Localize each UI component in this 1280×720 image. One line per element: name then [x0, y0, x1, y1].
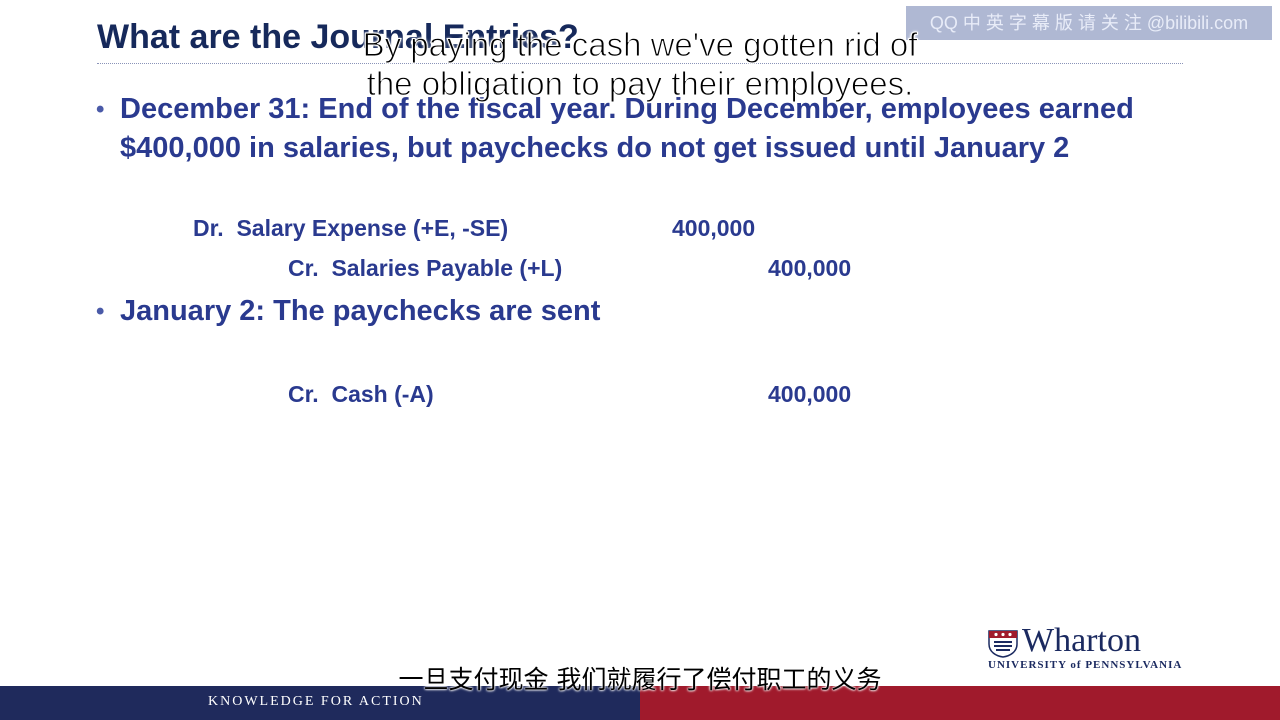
entry1-debit-amount: 400,000: [672, 215, 756, 241]
footer-red-band: [640, 686, 1280, 720]
title-divider: [97, 63, 1183, 64]
watermark: QQ 中 英 字 幕 版 请 关 注 @bilibili.com: [906, 6, 1272, 40]
wharton-logo: Wharton UNIVERSITY of PENNSYLVANIA: [988, 622, 1193, 674]
entry1-debit-label: Dr. Salary Expense (+E, -SE): [193, 215, 509, 241]
slide-title: What are the Journal Entries?: [97, 18, 579, 56]
entry1-credit-label: Cr. Salaries Payable (+L): [288, 255, 563, 281]
bullet-marker: •: [96, 298, 105, 325]
subtitle-chinese: 一旦支付现金 我们就履行了偿付职工的义务: [398, 665, 882, 694]
bullet-january: • January 2: The paychecks are sent: [96, 292, 601, 331]
bullet-text: December 31: End of the fiscal year. Dur…: [120, 93, 1134, 164]
university-name: UNIVERSITY of PENNSYLVANIA: [988, 659, 1183, 671]
bullet-text: January 2: The paychecks are sent: [120, 295, 601, 327]
entry2-credit-label: Cr. Cash (-A): [288, 381, 434, 407]
bullet-december: • December 31: End of the fiscal year. D…: [96, 90, 1170, 168]
footer-navy-band: [0, 686, 640, 720]
entry2-credit-amount: 400,000: [768, 381, 852, 407]
entry1-credit-amount: 400,000: [768, 255, 852, 281]
footer-tagline: KNOWLEDGE FOR ACTION: [208, 694, 424, 709]
subtitle-english-line1: By paying the cash we've gotten rid of: [362, 26, 918, 64]
wharton-wordmark: Wharton: [1022, 622, 1141, 659]
subtitle-english-line2: the obligation to pay their employees.: [366, 65, 914, 103]
penn-shield-icon: [988, 630, 1018, 658]
bullet-marker: •: [96, 96, 105, 123]
